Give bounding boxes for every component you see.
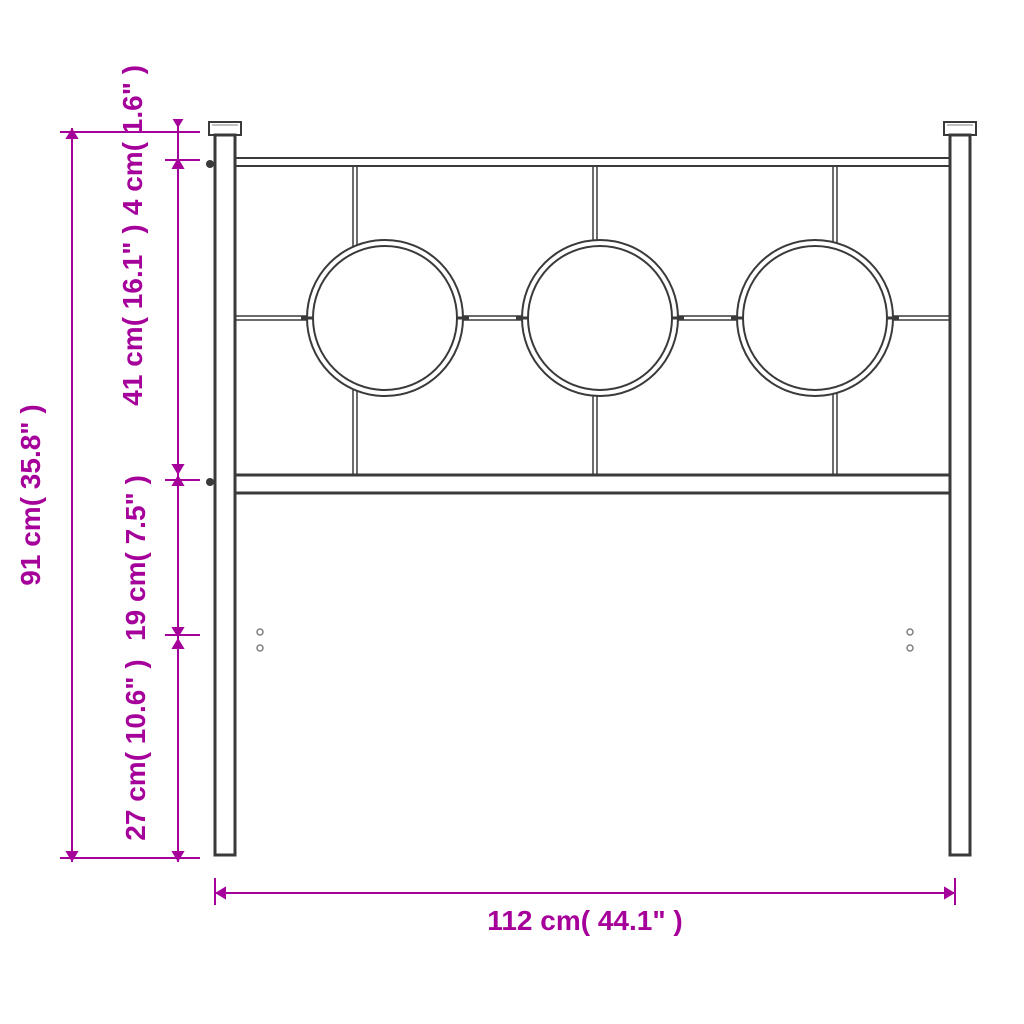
dim-panel-height: 41 cm( 16.1" ) [117, 224, 148, 405]
dim-leg-height: 27 cm( 10.6" ) [120, 659, 151, 840]
dim-overall-height: 91 cm( 35.8" ) [15, 404, 46, 585]
headboard-drawing [206, 122, 976, 855]
dim-width: 112 cm( 44.1" ) [487, 905, 682, 936]
dim-cap-height: 4 cm( 1.6" ) [117, 65, 148, 215]
dim-mid-height: 19 cm( 7.5" ) [120, 475, 151, 641]
